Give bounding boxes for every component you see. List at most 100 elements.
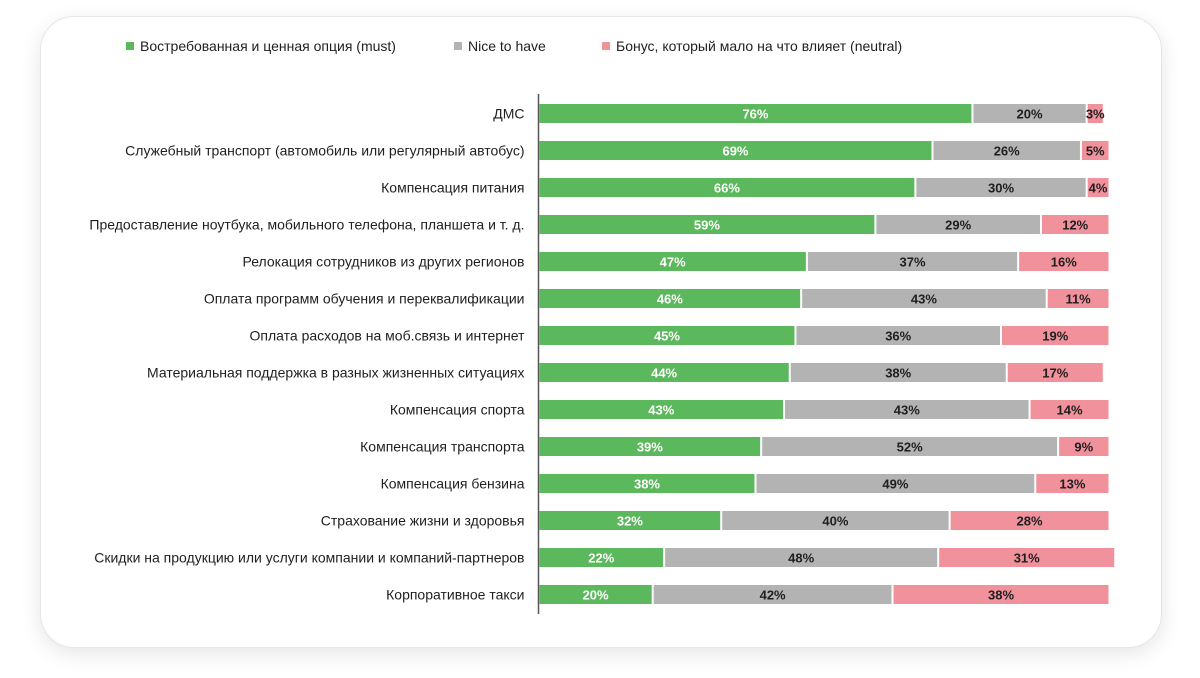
data-label-neutral: 3% <box>1086 107 1105 122</box>
data-label-must: 69% <box>722 144 748 159</box>
data-label-neutral: 28% <box>1017 514 1043 529</box>
bar-segment-must <box>539 474 755 493</box>
data-label-nice-to-have: 38% <box>885 366 911 381</box>
bar-segment-nice-to-have <box>653 585 892 604</box>
legend-label-neutral: Бонус, который мало на что влияет (neutr… <box>616 38 903 54</box>
data-label-neutral: 19% <box>1042 329 1068 344</box>
data-label-nice-to-have: 49% <box>882 477 908 492</box>
category-label: Оплата программ обучения и переквалифика… <box>204 291 525 307</box>
data-label-neutral: 12% <box>1062 218 1088 233</box>
bar-segment-neutral <box>1087 178 1109 197</box>
bar-segment-must <box>539 178 915 197</box>
bar-segment-must <box>539 363 789 382</box>
bar-segment-nice-to-have <box>973 104 1086 123</box>
bar-segment-nice-to-have <box>756 474 1035 493</box>
bar-segment-neutral <box>1087 104 1103 123</box>
bar-segment-neutral <box>939 548 1115 567</box>
category-label: Компенсация питания <box>381 180 524 196</box>
category-label: Предоставление ноутбука, мобильного теле… <box>89 217 524 233</box>
data-label-nice-to-have: 40% <box>822 514 848 529</box>
bar-segment-must <box>539 215 875 234</box>
bar-segment-must <box>539 548 664 567</box>
bar-segment-must <box>539 400 784 419</box>
bar-segment-neutral <box>1007 363 1103 382</box>
data-label-nice-to-have: 42% <box>760 588 786 603</box>
data-label-neutral: 31% <box>1014 551 1040 566</box>
data-label-must: 43% <box>648 403 674 418</box>
bar-segment-must <box>539 104 972 123</box>
category-label: Компенсация спорта <box>390 402 525 418</box>
category-label: ДМС <box>493 106 524 122</box>
category-label: Материальная поддержка в разных жизненны… <box>147 365 524 381</box>
data-label-neutral: 17% <box>1042 366 1068 381</box>
legend-swatch-neutral <box>602 42 610 50</box>
data-label-must: 20% <box>583 588 609 603</box>
data-label-neutral: 9% <box>1074 440 1093 455</box>
data-label-neutral: 4% <box>1089 181 1108 196</box>
bar-segment-must <box>539 437 761 456</box>
bar-segment-nice-to-have <box>790 363 1006 382</box>
category-label: Оплата расходов на моб.связь и интернет <box>250 328 526 344</box>
legend-label-nice-to-have: Nice to have <box>468 38 546 54</box>
category-label: Компенсация транспорта <box>360 439 525 455</box>
data-label-nice-to-have: 43% <box>894 403 920 418</box>
bar-segment-neutral <box>1081 141 1109 160</box>
bar-segment-must <box>539 141 932 160</box>
bar-segment-neutral <box>1019 252 1109 271</box>
legend-item-neutral: Бонус, который мало на что влияет (neutr… <box>602 38 902 54</box>
legend-item-nice-to-have: Nice to have <box>454 38 546 54</box>
category-label: Корпоративное такси <box>386 587 524 603</box>
data-label-nice-to-have: 26% <box>994 144 1020 159</box>
bar-segment-neutral <box>893 585 1109 604</box>
data-label-neutral: 5% <box>1086 144 1105 159</box>
legend-swatch-nice-to-have <box>454 42 462 50</box>
data-label-nice-to-have: 37% <box>899 255 925 270</box>
legend-item-must: Востребованная и ценная опция (must) <box>126 38 396 54</box>
data-label-must: 45% <box>654 329 680 344</box>
legend-label-must: Востребованная и ценная опция (must) <box>140 38 396 54</box>
data-label-neutral: 11% <box>1065 292 1091 307</box>
data-label-must: 22% <box>588 551 614 566</box>
bar-segment-neutral <box>1047 289 1109 308</box>
bar-segment-nice-to-have <box>796 326 1001 345</box>
data-label-nice-to-have: 20% <box>1017 107 1043 122</box>
data-label-neutral: 16% <box>1051 255 1077 270</box>
bar-segment-must <box>539 252 806 271</box>
bar-segment-nice-to-have <box>665 548 938 567</box>
bar-segment-nice-to-have <box>722 511 949 530</box>
bar-segment-neutral <box>1030 400 1109 419</box>
data-label-neutral: 38% <box>988 588 1014 603</box>
data-label-must: 59% <box>694 218 720 233</box>
bar-segment-neutral <box>1036 474 1109 493</box>
bar-segment-must <box>539 289 801 308</box>
data-label-must: 76% <box>742 107 768 122</box>
category-label: Страхование жизни и здоровья <box>321 513 525 529</box>
category-label: Компенсация бензина <box>381 476 525 492</box>
category-label: Релокация сотрудников из других регионов <box>243 254 525 270</box>
bar-segment-must <box>539 585 652 604</box>
bar-segment-nice-to-have <box>762 437 1058 456</box>
data-label-must: 32% <box>617 514 643 529</box>
bar-segment-must <box>539 326 795 345</box>
bar-segment-nice-to-have <box>876 215 1040 234</box>
data-label-must: 39% <box>637 440 663 455</box>
data-label-nice-to-have: 43% <box>911 292 937 307</box>
data-label-nice-to-have: 30% <box>988 181 1014 196</box>
bar-segment-nice-to-have <box>802 289 1046 308</box>
data-label-nice-to-have: 52% <box>897 440 923 455</box>
data-label-neutral: 13% <box>1059 477 1085 492</box>
bar-segment-neutral <box>1002 326 1109 345</box>
bar-segment-neutral <box>950 511 1109 530</box>
category-label: Скидки на продукцию или услуги компании … <box>94 550 524 566</box>
bar-segment-neutral <box>1059 437 1109 456</box>
data-label-must: 44% <box>651 366 677 381</box>
data-label-nice-to-have: 29% <box>945 218 971 233</box>
data-label-must: 66% <box>714 181 740 196</box>
legend-swatch-must <box>126 42 134 50</box>
bar-segment-neutral <box>1041 215 1109 234</box>
category-label: Служебный транспорт (автомобиль или регу… <box>125 143 524 159</box>
bar-segment-nice-to-have <box>933 141 1080 160</box>
data-label-must: 38% <box>634 477 660 492</box>
bar-segment-must <box>539 511 721 530</box>
data-label-nice-to-have: 48% <box>788 551 814 566</box>
